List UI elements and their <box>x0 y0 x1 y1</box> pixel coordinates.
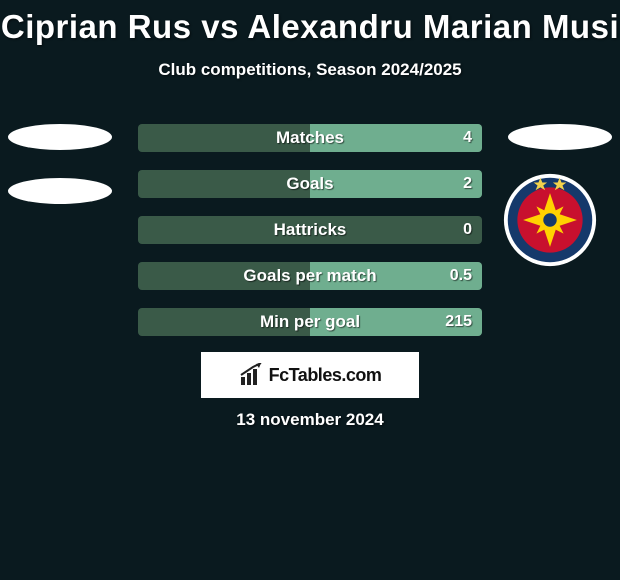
avatar-placeholder <box>508 124 612 150</box>
page-title: Ciprian Rus vs Alexandru Marian Musi <box>0 0 620 46</box>
stat-bar: Matches4 <box>138 124 482 152</box>
stat-bar: Goals per match0.5 <box>138 262 482 290</box>
brand-logo: FcTables.com <box>201 352 419 398</box>
stat-label: Hattricks <box>138 216 482 244</box>
avatar-placeholder <box>8 124 112 150</box>
stats-bars: Matches4 Goals2 Hattricks0 Goals per match0… <box>138 124 482 354</box>
right-player-avatars <box>508 124 612 178</box>
club-badge <box>502 172 598 268</box>
bar-chart-icon <box>239 363 263 387</box>
page-subtitle: Club competitions, Season 2024/2025 <box>0 60 620 80</box>
stat-bar: Goals2 <box>138 170 482 198</box>
stat-fill-right <box>310 170 482 198</box>
stat-fill-right <box>310 262 482 290</box>
brand-text: FcTables.com <box>269 365 382 386</box>
stat-fill-right <box>310 308 482 336</box>
stat-value-right: 0 <box>463 216 472 244</box>
left-player-avatars <box>8 124 112 232</box>
avatar-placeholder <box>8 178 112 204</box>
date-caption: 13 november 2024 <box>0 410 620 430</box>
stat-bar: Hattricks0 <box>138 216 482 244</box>
stat-bar: Min per goal215 <box>138 308 482 336</box>
stat-fill-right <box>310 124 482 152</box>
